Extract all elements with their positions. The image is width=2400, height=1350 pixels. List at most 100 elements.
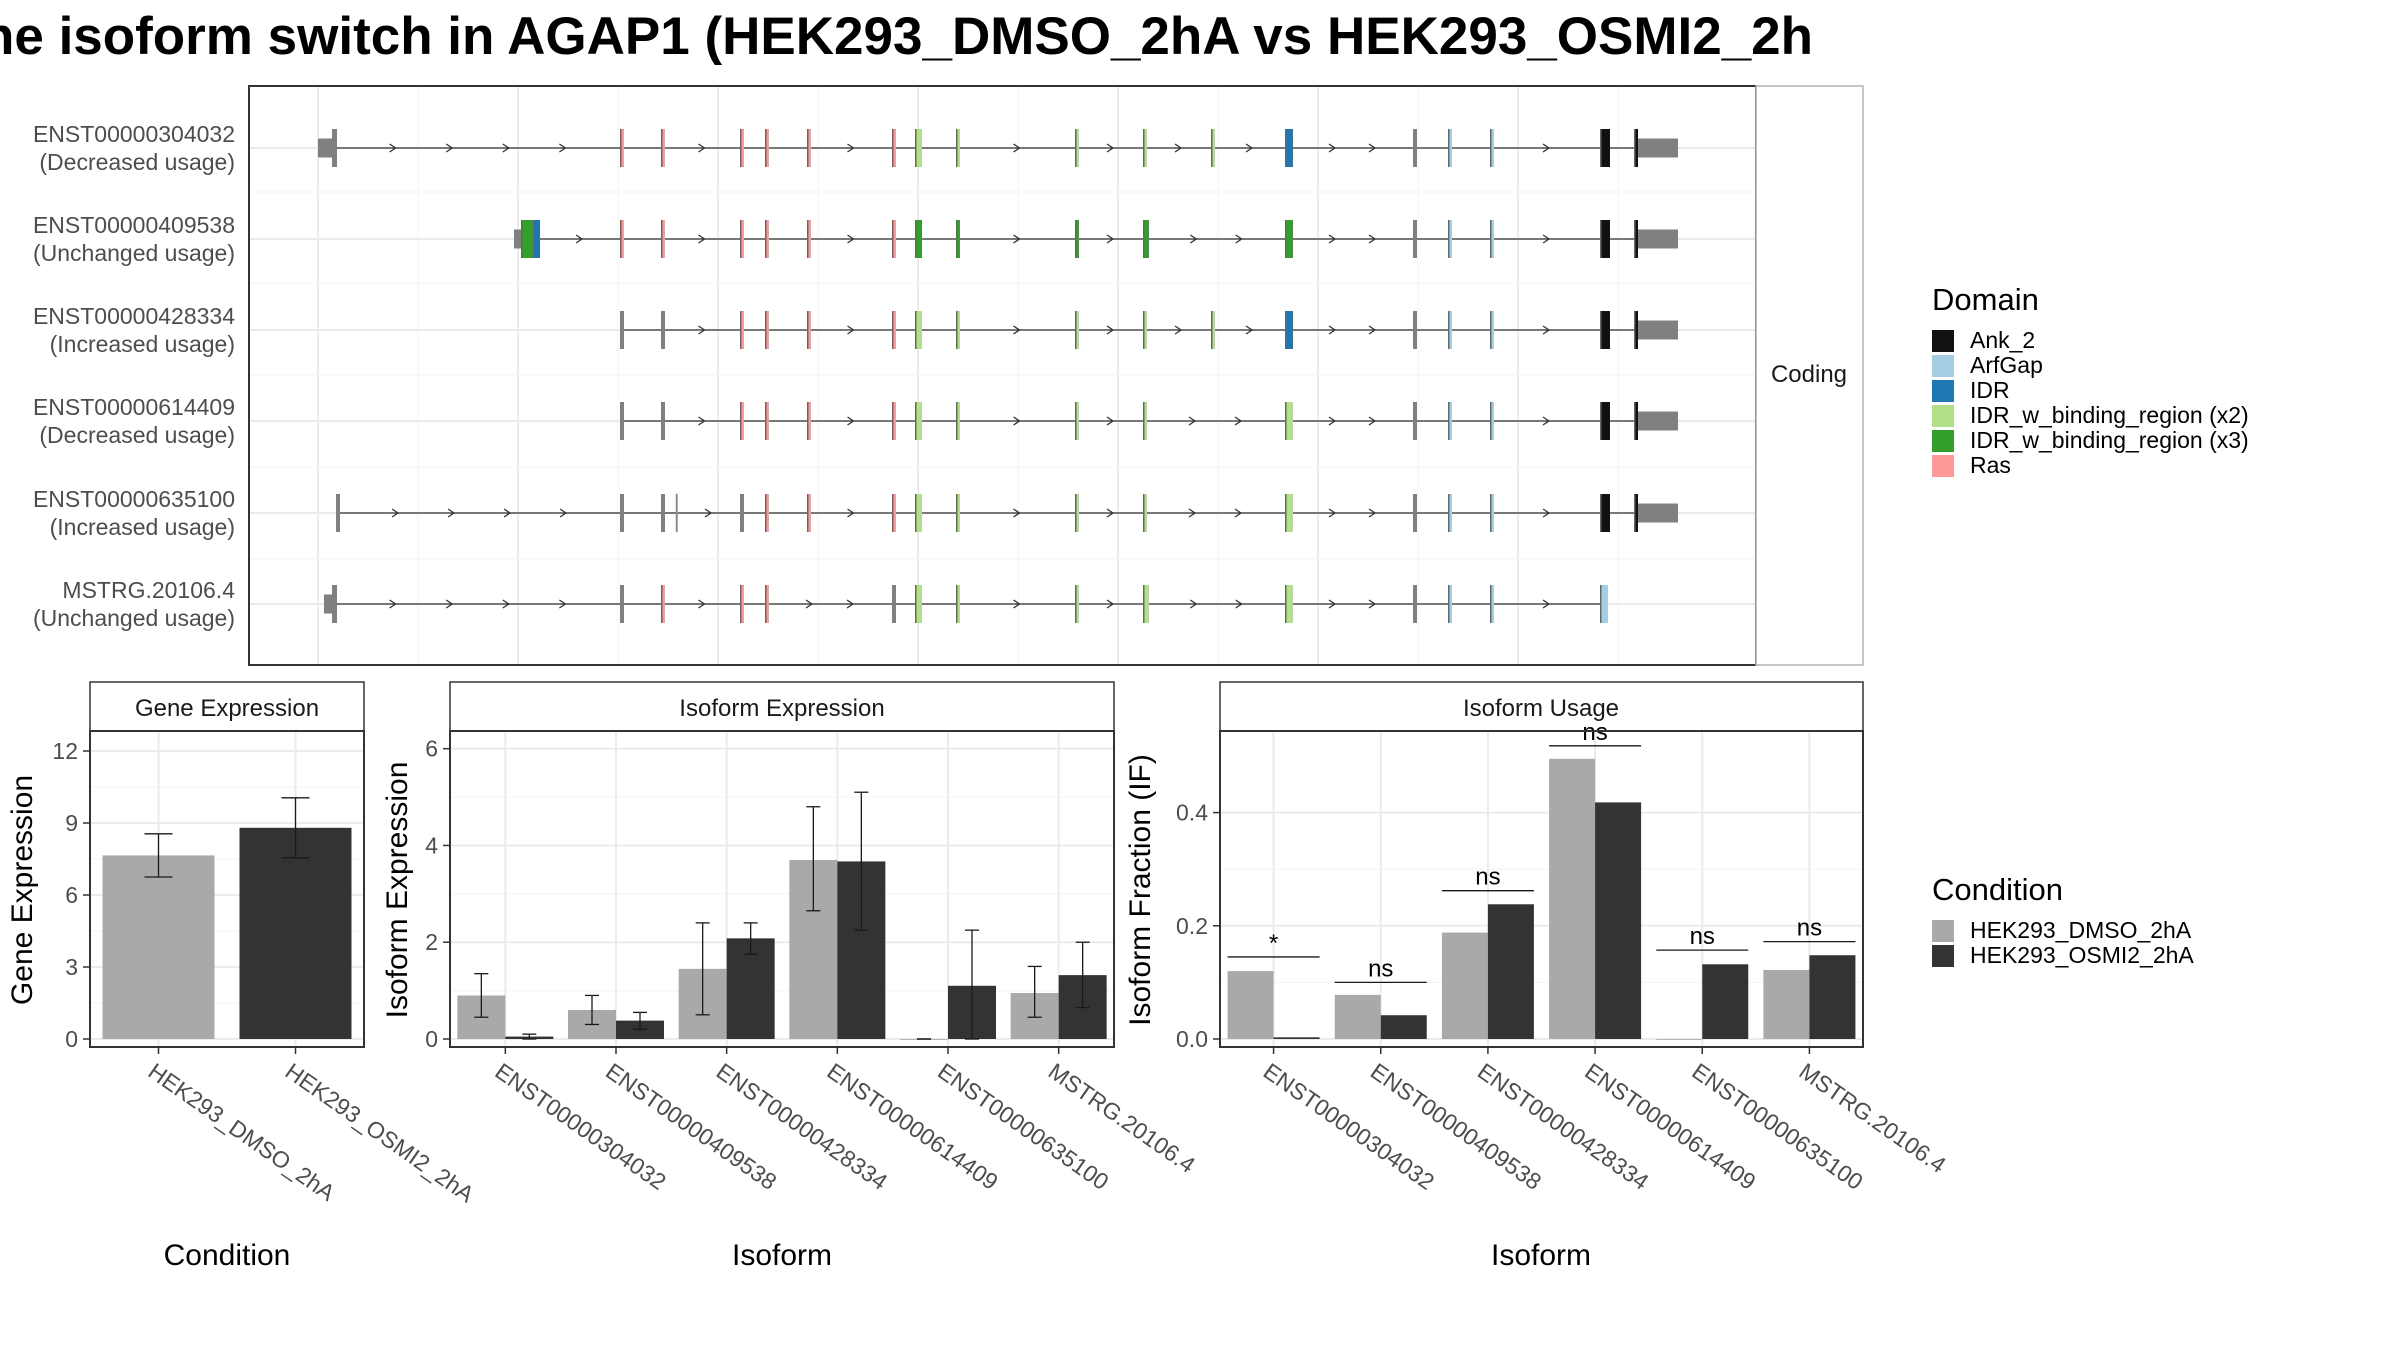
bar bbox=[1809, 955, 1856, 1039]
y-tick-label: 0.2 bbox=[1176, 913, 1208, 939]
direction-arrow bbox=[847, 234, 855, 244]
domain-legend: Domain Ank_2 ArfGap IDR IDR_w_binding_regio… bbox=[1932, 282, 2249, 478]
coding-strip-label: Coding bbox=[1771, 361, 1847, 388]
domain-legend-item: Ank_2 bbox=[1932, 328, 2249, 353]
domain-legend-label: IDR_w_binding_region (x3) bbox=[1970, 427, 2249, 453]
exon-edge bbox=[765, 494, 767, 532]
y-tick-label: 6 bbox=[425, 736, 438, 762]
exon-domain bbox=[1490, 585, 1494, 623]
exon-plain bbox=[332, 585, 337, 623]
x-tick-label: ENST00000635100 bbox=[1687, 1058, 1867, 1195]
exon-domain bbox=[740, 129, 744, 167]
exon-edge bbox=[740, 402, 742, 440]
exon-domain bbox=[1448, 402, 1452, 440]
exon-domain bbox=[1490, 311, 1494, 349]
direction-arrow bbox=[502, 143, 510, 153]
exon-plain bbox=[620, 585, 624, 623]
exon-domain bbox=[1490, 129, 1494, 167]
exon-edge bbox=[1143, 585, 1145, 623]
bar bbox=[1763, 969, 1810, 1039]
exon-edge bbox=[956, 129, 958, 167]
condition-legend-item: HEK293_OSMI2_2hA bbox=[1932, 943, 2194, 968]
exon-edge bbox=[956, 585, 958, 623]
exon-domain bbox=[1600, 402, 1610, 440]
exon-plain bbox=[1413, 402, 1417, 440]
isoform-usage-strip-label: Isoform Usage bbox=[1463, 695, 1619, 722]
exon-plain bbox=[740, 494, 744, 532]
exon-edge bbox=[1211, 129, 1213, 167]
exon-edge bbox=[740, 220, 742, 258]
exon-edge bbox=[1448, 311, 1450, 349]
x-tick-label: ENST00000304032 bbox=[1259, 1058, 1439, 1195]
isoform-usage-plot-area bbox=[1219, 730, 1864, 1048]
exon-edge bbox=[956, 311, 958, 349]
direction-arrow bbox=[1542, 325, 1551, 335]
direction-arrow bbox=[1328, 416, 1337, 426]
direction-arrow bbox=[1106, 599, 1115, 609]
exon-domain bbox=[1490, 402, 1494, 440]
direction-arrow bbox=[1245, 325, 1254, 335]
bar bbox=[1595, 802, 1642, 1039]
exon-edge bbox=[1634, 220, 1636, 258]
exon-edge bbox=[1634, 494, 1636, 532]
direction-arrow bbox=[1234, 508, 1243, 518]
exon-edge bbox=[1490, 585, 1492, 623]
exon-domain bbox=[661, 220, 665, 258]
exon-domain bbox=[1075, 494, 1079, 532]
direction-arrow bbox=[847, 416, 855, 426]
x-tick-label: ENST00000614409 bbox=[1580, 1058, 1760, 1195]
exon-domain bbox=[1634, 129, 1638, 167]
direction-arrow bbox=[1368, 508, 1377, 518]
exon-domain bbox=[1211, 311, 1215, 349]
exon-domain bbox=[1490, 220, 1494, 258]
isoform-expression-y-label: Isoform Expression bbox=[381, 762, 414, 1019]
domain-legend-item: Ras bbox=[1932, 453, 2249, 478]
exon-domain bbox=[661, 585, 665, 623]
transcript-usage-label: (Increased usage) bbox=[50, 331, 235, 357]
condition-legend-title: Condition bbox=[1932, 872, 2063, 907]
exon-edge bbox=[1600, 494, 1602, 532]
exon-domain bbox=[915, 585, 922, 623]
direction-arrow bbox=[1188, 508, 1197, 518]
exon-domain bbox=[1600, 129, 1610, 167]
direction-arrow bbox=[1188, 416, 1197, 426]
direction-arrow bbox=[1542, 234, 1551, 244]
exon-edge bbox=[1285, 220, 1287, 258]
direction-arrow bbox=[1542, 143, 1551, 153]
condition-legend-label: HEK293_DMSO_2hA bbox=[1970, 917, 2192, 943]
gene-expression-strip-label: Gene Expression bbox=[135, 695, 319, 722]
transcript-id-label: ENST00000635100 bbox=[33, 486, 235, 512]
direction-arrow bbox=[1106, 416, 1115, 426]
exon-domain bbox=[1448, 585, 1452, 623]
exon-edge bbox=[1143, 220, 1145, 258]
isoform-expression-x-label: Isoform bbox=[732, 1239, 832, 1272]
domain-legend-item: IDR_w_binding_region (x3) bbox=[1932, 428, 2249, 453]
condition-legend-swatch bbox=[1932, 919, 1954, 942]
exon-edge bbox=[661, 585, 663, 623]
exon-edge bbox=[1143, 311, 1145, 349]
significance-label: * bbox=[1269, 930, 1278, 957]
direction-arrow bbox=[445, 143, 454, 153]
exon-edge bbox=[915, 402, 917, 440]
domain-legend-swatch bbox=[1932, 404, 1954, 427]
exon-edge bbox=[765, 311, 767, 349]
exon-domain bbox=[915, 402, 922, 440]
transcript-usage-label: (Increased usage) bbox=[50, 514, 235, 540]
direction-arrow bbox=[1174, 143, 1183, 153]
coding-strip bbox=[1755, 85, 1864, 666]
exon-domain bbox=[807, 494, 811, 532]
direction-arrow bbox=[805, 599, 814, 609]
domain-legend-item: IDR_w_binding_region (x2) bbox=[1932, 403, 2249, 428]
exon-edge bbox=[915, 129, 917, 167]
x-tick-label: ENST00000428334 bbox=[1473, 1058, 1654, 1195]
exon-domain bbox=[1448, 129, 1452, 167]
exon-edge bbox=[765, 585, 767, 623]
condition-legend: Condition HEK293_DMSO_2hA HEK293_OSMI2_2h… bbox=[1932, 872, 2194, 968]
exon-domain bbox=[1448, 494, 1452, 532]
exon-edge bbox=[956, 494, 958, 532]
direction-arrow bbox=[1328, 143, 1337, 153]
exon-plain bbox=[1638, 320, 1678, 340]
bar bbox=[1273, 1037, 1320, 1039]
gene-expression-bars bbox=[102, 797, 352, 1039]
exon-edge bbox=[1075, 129, 1077, 167]
